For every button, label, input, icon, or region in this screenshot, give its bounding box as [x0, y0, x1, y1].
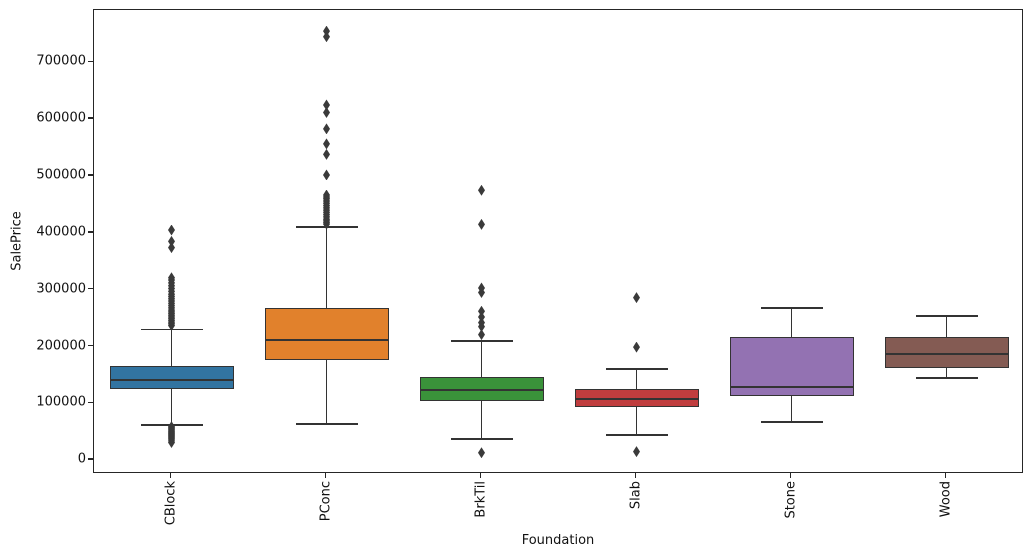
outlier-point-pconc	[323, 99, 330, 111]
upper-whisker-pconc	[325, 227, 328, 308]
outlier-point-brktil	[478, 317, 485, 329]
median-line-stone	[729, 385, 854, 388]
y-axis-tick-mark	[88, 287, 93, 290]
lower-whisker-cap-wood	[915, 377, 978, 380]
x-axis-tick-mark-wood	[944, 473, 947, 478]
outlier-point-cblock	[168, 242, 175, 254]
outlier-point-pconc	[323, 189, 330, 201]
outlier-point-pconc	[323, 148, 330, 160]
x-axis-tick-mark-brktil	[479, 473, 482, 478]
median-line-brktil	[419, 388, 544, 391]
outlier-point-pconc	[323, 138, 330, 150]
outlier-point-pconc	[323, 25, 330, 37]
lower-whisker-wood	[945, 368, 948, 379]
median-line-slab	[574, 397, 699, 400]
outlier-point-slab	[633, 446, 640, 458]
outlier-point-pconc	[323, 169, 330, 181]
upper-whisker-cap-brktil	[450, 339, 513, 342]
outlier-point-brktil	[478, 305, 485, 317]
upper-whisker-cap-wood	[915, 315, 978, 318]
lower-whisker-cap-stone	[760, 421, 823, 423]
lower-whisker-cblock	[170, 389, 173, 425]
outlier-point-brktil	[478, 218, 485, 230]
outlier-point-brktil	[478, 447, 485, 459]
upper-whisker-cap-stone	[760, 306, 823, 309]
x-axis-tick-label-stone: Stone	[783, 481, 798, 519]
y-axis-tick-mark	[88, 117, 93, 119]
lower-whisker-brktil	[480, 401, 483, 440]
x-axis-tick-mark-pconc	[324, 473, 327, 478]
x-axis-tick-mark-cblock	[169, 473, 172, 478]
upper-whisker-cblock	[170, 329, 173, 366]
x-axis-tick-label-brktil: BrkTil	[473, 481, 488, 518]
lower-whisker-cap-slab	[605, 434, 668, 437]
box-cblock	[109, 365, 234, 390]
upper-whisker-cap-slab	[605, 367, 668, 370]
x-axis-label: Foundation	[521, 533, 595, 548]
y-axis-tick-label: 400000	[36, 224, 86, 240]
y-axis-tick-mark	[88, 60, 93, 63]
outlier-point-pconc	[323, 31, 330, 43]
lower-whisker-slab	[635, 407, 638, 436]
x-axis-tick-label-pconc: PConc	[318, 481, 333, 522]
y-axis-tick-mark	[88, 174, 93, 176]
y-axis-tick-label: 500000	[36, 167, 86, 183]
upper-whisker-wood	[945, 316, 948, 338]
lower-whisker-cap-pconc	[295, 423, 358, 425]
upper-whisker-slab	[635, 368, 638, 390]
x-axis-tick-mark-slab	[634, 473, 637, 478]
x-axis-tick-mark-stone	[789, 473, 792, 478]
plot-area	[93, 9, 1023, 473]
outlier-point-slab	[633, 292, 640, 304]
box-brktil	[419, 376, 544, 402]
outlier-point-pconc	[323, 123, 330, 135]
x-axis-tick-label-slab: Slab	[628, 481, 643, 510]
outlier-point-cblock	[168, 224, 175, 236]
y-axis-tick-mark	[88, 458, 93, 460]
y-axis-tick-mark	[88, 231, 93, 233]
upper-whisker-stone	[790, 307, 793, 338]
median-line-wood	[884, 352, 1009, 355]
lower-whisker-cap-brktil	[450, 438, 513, 441]
median-line-cblock	[109, 378, 234, 381]
outlier-point-brktil	[478, 311, 485, 323]
outlier-point-cblock	[168, 421, 175, 433]
y-axis-tick-mark	[88, 344, 93, 347]
outlier-point-brktil	[478, 329, 485, 341]
y-axis-tick-label: 600000	[36, 110, 86, 126]
outlier-point-cblock	[168, 272, 175, 284]
y-axis-tick-label: 0	[77, 451, 86, 467]
outlier-point-pconc	[323, 107, 330, 119]
outlier-point-brktil	[478, 282, 485, 294]
y-axis-label: SalePrice	[9, 211, 25, 271]
y-axis-tick-label: 300000	[36, 281, 86, 297]
outlier-point-cblock	[168, 235, 175, 247]
x-axis-tick-label-wood: Wood	[938, 481, 953, 518]
upper-whisker-brktil	[480, 340, 483, 377]
median-line-pconc	[264, 338, 389, 341]
y-axis-tick-label: 200000	[36, 338, 86, 353]
outlier-point-brktil	[478, 184, 485, 196]
x-axis-tick-label-cblock: CBlock	[163, 481, 178, 526]
y-axis-tick-label: 100000	[36, 394, 86, 410]
outlier-point-slab	[633, 341, 640, 353]
y-axis-tick-mark	[88, 401, 93, 404]
box-pconc	[264, 307, 389, 361]
lower-whisker-pconc	[325, 360, 328, 425]
y-axis-tick-label: 700000	[36, 53, 86, 69]
lower-whisker-stone	[790, 396, 793, 423]
